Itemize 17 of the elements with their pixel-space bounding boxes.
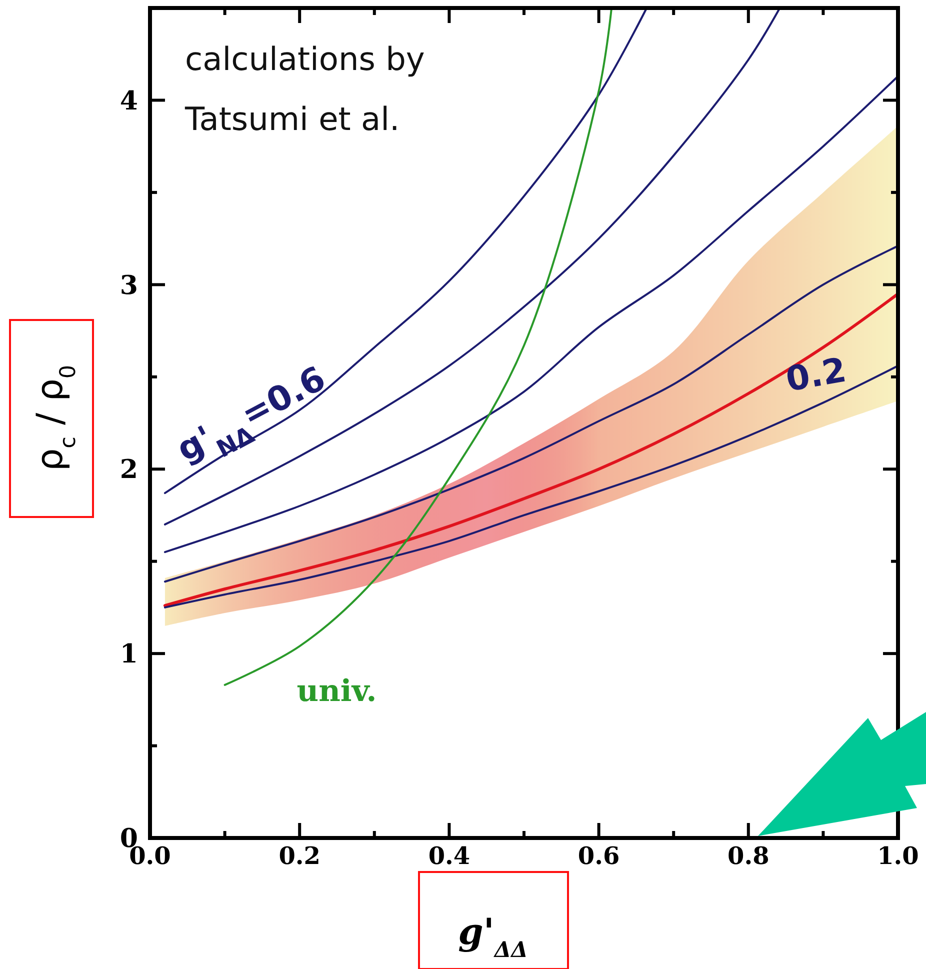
line-series <box>164 7 781 526</box>
x-tick-label: 0.4 <box>428 841 470 870</box>
series-label: univ. <box>296 674 377 709</box>
y-tick-label: 1 <box>120 640 138 670</box>
x-axis-title: g'$_{ΔΔ}$ <box>458 911 528 962</box>
line-series <box>164 244 899 583</box>
x-tick-label: 0.8 <box>728 841 770 870</box>
line-series <box>164 75 899 554</box>
x-tick-label: 0.2 <box>278 841 320 870</box>
annotation: 0.2 <box>782 350 850 400</box>
annotation: calculations by Tatsumi et al. <box>184 40 425 138</box>
x-tick-label: 0.6 <box>578 841 620 870</box>
y-tick-label: 4 <box>120 86 138 116</box>
y-tick-label: 3 <box>120 270 138 301</box>
y-tick-label: 2 <box>120 455 138 486</box>
x-tick-label: 1.0 <box>877 841 919 870</box>
line-series <box>164 7 648 494</box>
